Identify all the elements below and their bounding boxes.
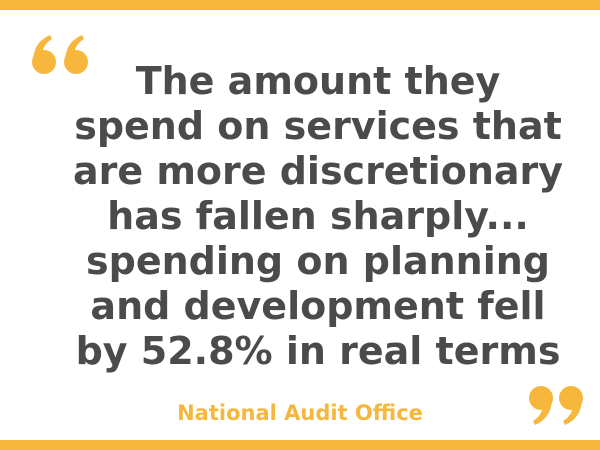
attribution: National Audit Office bbox=[177, 401, 423, 425]
quote-line: The amount they bbox=[136, 59, 501, 103]
quote-line: are more discretionary bbox=[73, 149, 563, 193]
bottom-bar bbox=[0, 440, 600, 450]
open-quote-icon bbox=[32, 35, 88, 74]
quote-line: by 52.8% in real terms bbox=[76, 329, 561, 373]
top-bar bbox=[0, 0, 600, 10]
quote-line: and development fell bbox=[90, 284, 545, 328]
close-quote-icon bbox=[529, 386, 583, 425]
quote-line: spending on planning bbox=[86, 239, 550, 283]
quote-line: spend on services that bbox=[74, 104, 562, 148]
quote-line: has fallen sharply... bbox=[107, 194, 529, 238]
